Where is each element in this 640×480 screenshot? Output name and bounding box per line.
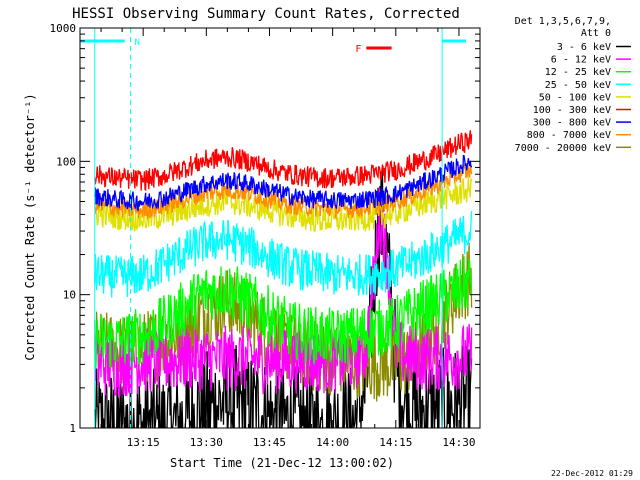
marker-layer: NF [80,28,466,428]
chart-title: HESSI Observing Summary Count Rates, Cor… [72,6,460,22]
legend-label: 25 - 50 keV [545,80,611,91]
axis-layer: 1 10 100 1000 13:15 13:30 13:45 14:00 14:15 14:30 [50,22,481,449]
y-tick-label: 1 [69,422,76,435]
legend-header: Det 1,3,5,6,7,9, [515,16,611,27]
y-tick-label: 100 [56,155,76,168]
x-tick-label: 14:00 [316,436,349,449]
night-label: N [135,38,140,48]
plot-frame [79,27,481,429]
legend-label: 300 - 800 keV [533,118,611,129]
legend-label: 50 - 100 keV [539,92,611,103]
series-line [94,256,473,370]
flare-label: F [355,44,361,55]
x-tick-label: 13:45 [253,436,286,449]
series-line [94,154,473,212]
x-tick-label: 13:15 [127,436,160,449]
date-stamp: 22-Dec-2012 01:29 [551,469,633,478]
legend-label: 6 - 12 keV [551,55,611,66]
series-layer [94,130,473,428]
y-axis-label: Corrected Count Rate (s⁻¹ detector⁻¹) [23,93,37,360]
x-tick-label: 14:15 [379,436,412,449]
legend-header: Att 0 [581,28,611,39]
legend: Det 1,3,5,6,7,9,Att 0 3 - 6 keV 6 - 12 keV… [515,16,631,154]
legend-label: 7000 - 20000 keV [515,143,611,154]
series-line [94,130,473,192]
series-line [94,210,473,298]
legend-label: 3 - 6 keV [557,42,611,53]
y-tick-label: 10 [63,289,76,302]
legend-label: 800 - 7000 keV [527,130,611,141]
series-line [94,177,473,233]
legend-label: 12 - 25 keV [545,67,611,78]
x-tick-label: 13:30 [190,436,223,449]
y-tick-label: 1000 [50,22,77,35]
x-tick-label: 14:30 [442,436,475,449]
x-axis-label: Start Time (21-Dec-12 13:00:02) [170,456,394,470]
legend-label: 100 - 300 keV [533,105,611,116]
